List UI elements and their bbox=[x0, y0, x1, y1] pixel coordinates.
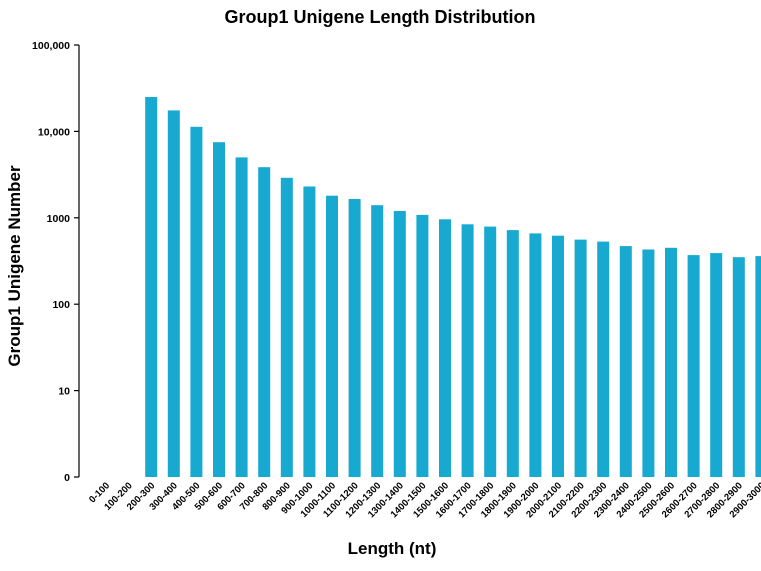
bar-1100-1200 bbox=[348, 199, 361, 477]
bar-1500-1600 bbox=[439, 219, 451, 478]
bar-200-300 bbox=[145, 97, 158, 477]
bar-2900-3000 bbox=[755, 256, 761, 477]
bar-1700-1800 bbox=[484, 226, 497, 477]
bar-900-1000 bbox=[303, 186, 316, 477]
bar-1900-2000 bbox=[529, 233, 542, 477]
bar-2500-2600 bbox=[665, 247, 677, 477]
y-tick-label: 10 bbox=[58, 386, 70, 398]
bar-1200-1300 bbox=[371, 205, 384, 477]
bar-2800-2900 bbox=[732, 257, 745, 477]
bar-2000-2100 bbox=[552, 235, 564, 477]
chart-title: Group1 Unigene Length Distribution bbox=[225, 7, 536, 27]
y-tick-label: 1000 bbox=[47, 213, 71, 225]
y-tick-label: 100 bbox=[52, 299, 70, 311]
bar-1600-1700 bbox=[461, 224, 474, 477]
bar-2700-2800 bbox=[710, 253, 723, 477]
bar-600-700 bbox=[235, 157, 248, 477]
bar-2100-2200 bbox=[574, 239, 587, 477]
bar-500-600 bbox=[213, 142, 225, 477]
bar-2200-2300 bbox=[597, 241, 610, 477]
y-tick-label: 100,000 bbox=[32, 40, 70, 52]
bar-1000-1100 bbox=[326, 195, 338, 477]
bar-800-900 bbox=[280, 177, 293, 478]
bar-1300-1400 bbox=[393, 211, 406, 477]
bar-2600-2700 bbox=[687, 255, 700, 477]
y-tick-label: 0 bbox=[64, 472, 70, 484]
bars bbox=[145, 97, 761, 478]
bar-1400-1500 bbox=[416, 214, 429, 477]
bar-700-800 bbox=[258, 167, 271, 477]
y-axis-label: Group1 Unigene Number bbox=[5, 165, 24, 367]
bar-300-400 bbox=[167, 110, 180, 478]
bar-2400-2500 bbox=[642, 249, 655, 477]
y-axis-ticks: 0 10 100 1000 10,000 100,000 bbox=[32, 40, 79, 484]
x-axis-label: Length (nt) bbox=[348, 539, 437, 558]
bar-1800-1900 bbox=[506, 230, 519, 477]
y-tick-label: 10,000 bbox=[38, 126, 70, 138]
bar-2300-2400 bbox=[619, 246, 632, 477]
x-axis-tick-labels: 0-100100-200200-300300-400400-500500-600… bbox=[87, 480, 761, 520]
bar-400-500 bbox=[190, 126, 203, 478]
